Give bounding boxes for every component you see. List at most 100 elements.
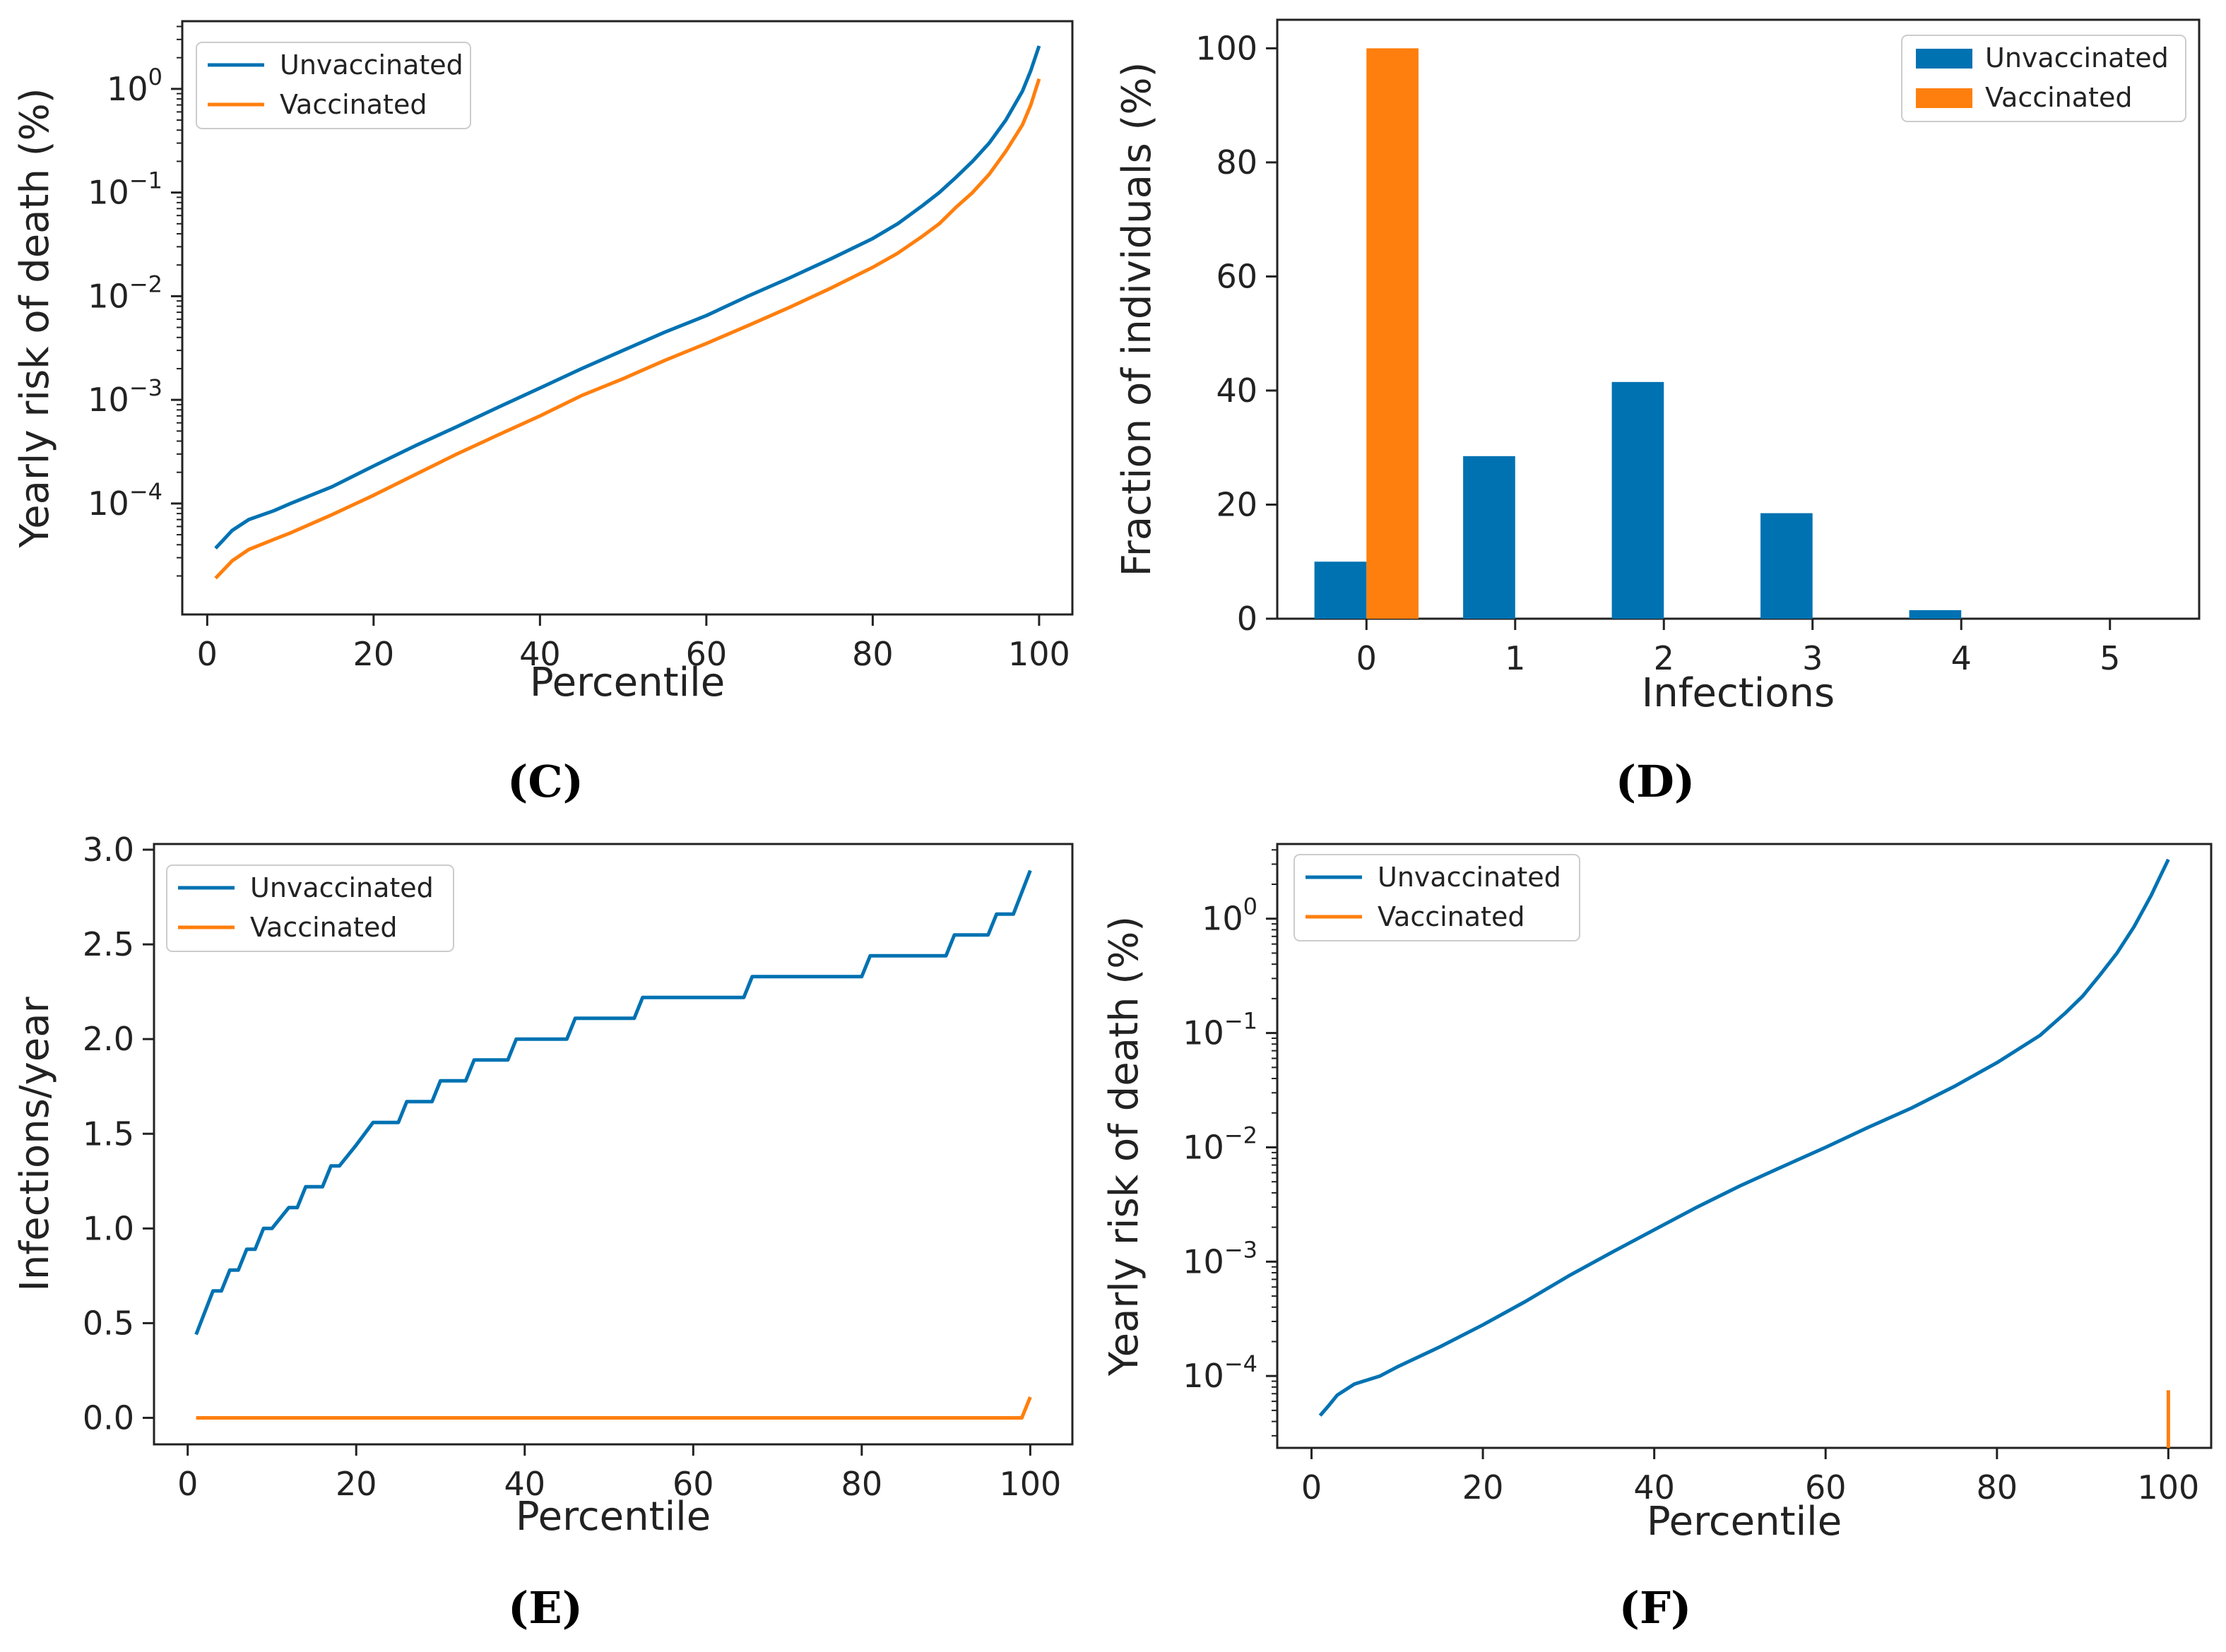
- x-tick-label: 60: [673, 1465, 714, 1503]
- x-tick-label: 1: [1505, 639, 1525, 677]
- y-tick-exponent: −3: [1224, 1236, 1257, 1263]
- series-line-unvaccinated: [194, 869, 1032, 1336]
- y-axis-label: Yearly risk of death (%): [12, 88, 58, 548]
- x-tick-label: 40: [1633, 1468, 1675, 1507]
- y-tick-exponent: −3: [129, 374, 162, 401]
- plot-frame: [1276, 18, 2201, 620]
- legend: Unvaccinated Vaccinated: [166, 864, 454, 952]
- legend-label-vaccinated: Vaccinated: [250, 912, 397, 943]
- y-tick-base: 10: [1183, 1357, 1224, 1395]
- y-tick-exponent: −4: [129, 478, 162, 505]
- x-axis-label: Percentile: [1647, 1499, 1842, 1545]
- legend: Unvaccinated Vaccinated: [1901, 35, 2186, 122]
- x-tick-label: 20: [353, 635, 395, 673]
- y-tick-label: 80: [1216, 143, 1257, 182]
- legend-label-unvaccinated: Unvaccinated: [1985, 42, 2169, 73]
- x-tick-label: 100: [1008, 635, 1070, 673]
- y-tick-label: 100: [107, 64, 162, 108]
- y-tick-base: 10: [88, 277, 129, 315]
- panel-label-c: (C): [507, 756, 584, 807]
- x-tick-label: 0: [1356, 639, 1377, 677]
- y-tick-label: 60: [1216, 257, 1257, 295]
- y-tick-exponent: 0: [148, 64, 162, 90]
- legend-box: [1901, 35, 2186, 122]
- x-tick-label: 3: [1802, 639, 1823, 677]
- y-tick-exponent: 0: [1243, 893, 1257, 920]
- x-tick-label: 60: [1805, 1468, 1847, 1507]
- y-axis-label: Yearly risk of death (%): [1101, 916, 1147, 1377]
- y-tick-exponent: −2: [129, 271, 162, 297]
- bar-unvaccinated-1: [1463, 456, 1515, 619]
- x-tick-label: 5: [2100, 639, 2120, 677]
- x-tick-label: 100: [2137, 1468, 2199, 1507]
- x-tick-label: 80: [841, 1465, 883, 1503]
- y-tick-label: 10−1: [88, 167, 162, 212]
- y-tick-label: 2.0: [83, 1020, 134, 1058]
- y-tick-base: 10: [88, 381, 129, 419]
- y-tick-label: 0: [1237, 600, 1257, 638]
- x-tick-label: 80: [852, 635, 894, 673]
- y-tick-base: 10: [107, 70, 148, 108]
- bar-unvaccinated-0: [1314, 561, 1367, 619]
- bar-unvaccinated-4: [1909, 610, 1962, 619]
- x-axis-label: Percentile: [530, 660, 725, 706]
- y-tick-exponent: −1: [129, 167, 162, 194]
- panel-label-f: (F): [1618, 1582, 1692, 1634]
- y-tick-label: 0.5: [83, 1304, 134, 1342]
- y-tick-exponent: −2: [1224, 1122, 1257, 1148]
- plot-frame: [153, 843, 1074, 1446]
- series-line-unvaccinated: [214, 45, 1041, 550]
- legend-label-unvaccinated: Unvaccinated: [250, 872, 434, 903]
- y-tick-label: 20: [1216, 485, 1257, 523]
- y-tick-label: 10−2: [1183, 1122, 1257, 1166]
- legend: Unvaccinated Vaccinated: [196, 42, 471, 129]
- bar-unvaccinated-3: [1760, 513, 1813, 619]
- x-tick-label: 100: [999, 1465, 1061, 1503]
- y-tick-base: 10: [88, 485, 129, 523]
- legend-label-unvaccinated: Unvaccinated: [280, 49, 463, 81]
- y-tick-label: 3.0: [83, 831, 134, 869]
- x-tick-label: 20: [1462, 1468, 1504, 1507]
- bar-unvaccinated-2: [1611, 381, 1664, 619]
- panel-label-e: (E): [508, 1582, 583, 1634]
- x-tick-label: 20: [336, 1465, 377, 1503]
- y-tick-base: 10: [88, 174, 129, 212]
- x-tick-label: 40: [519, 635, 561, 673]
- y-tick-base: 10: [1202, 900, 1243, 938]
- series-line-unvaccinated: [1318, 858, 2170, 1417]
- x-tick-label: 4: [1951, 639, 1972, 677]
- legend-box: [166, 864, 454, 952]
- x-tick-label: 0: [197, 635, 218, 673]
- y-tick-label: 10−4: [1183, 1350, 1257, 1395]
- legend-box: [1293, 854, 1580, 941]
- series-line-vaccinated: [196, 1396, 1032, 1420]
- y-tick-base: 10: [1183, 1014, 1224, 1052]
- plot-frame: [181, 20, 1074, 616]
- legend-label-vaccinated: Vaccinated: [1985, 82, 2132, 113]
- panel-label-d: (D): [1615, 756, 1695, 807]
- legend: Unvaccinated Vaccinated: [1293, 854, 1580, 941]
- y-tick-label: 10−2: [88, 271, 162, 315]
- y-tick-label: 0.0: [83, 1398, 134, 1437]
- x-tick-label: 2: [1654, 639, 1674, 677]
- bar-vaccinated-0: [1366, 48, 1419, 619]
- y-tick-label: 100: [1202, 893, 1257, 938]
- y-tick-base: 10: [1183, 1128, 1224, 1166]
- x-axis-label: Percentile: [516, 1494, 711, 1540]
- y-tick-exponent: −4: [1224, 1350, 1257, 1377]
- y-tick-label: 1.5: [83, 1115, 134, 1153]
- x-tick-label: 0: [177, 1465, 198, 1503]
- x-tick-label: 60: [686, 635, 728, 673]
- y-axis-label: Infections/year: [12, 996, 58, 1291]
- y-tick-label: 100: [1195, 29, 1257, 67]
- chart-d: 0 20 40 60 80 100 0 1 2 3 4 5 Infections Fraction of …: [1114, 18, 2201, 716]
- y-tick-label: 40: [1216, 372, 1257, 410]
- legend-label-vaccinated: Vaccinated: [1378, 901, 1525, 932]
- x-axis-label: Infections: [1642, 670, 1835, 716]
- y-tick-label: 10−3: [1183, 1236, 1257, 1280]
- y-tick-label: 2.5: [83, 925, 134, 963]
- plot-frame: [1276, 843, 2213, 1449]
